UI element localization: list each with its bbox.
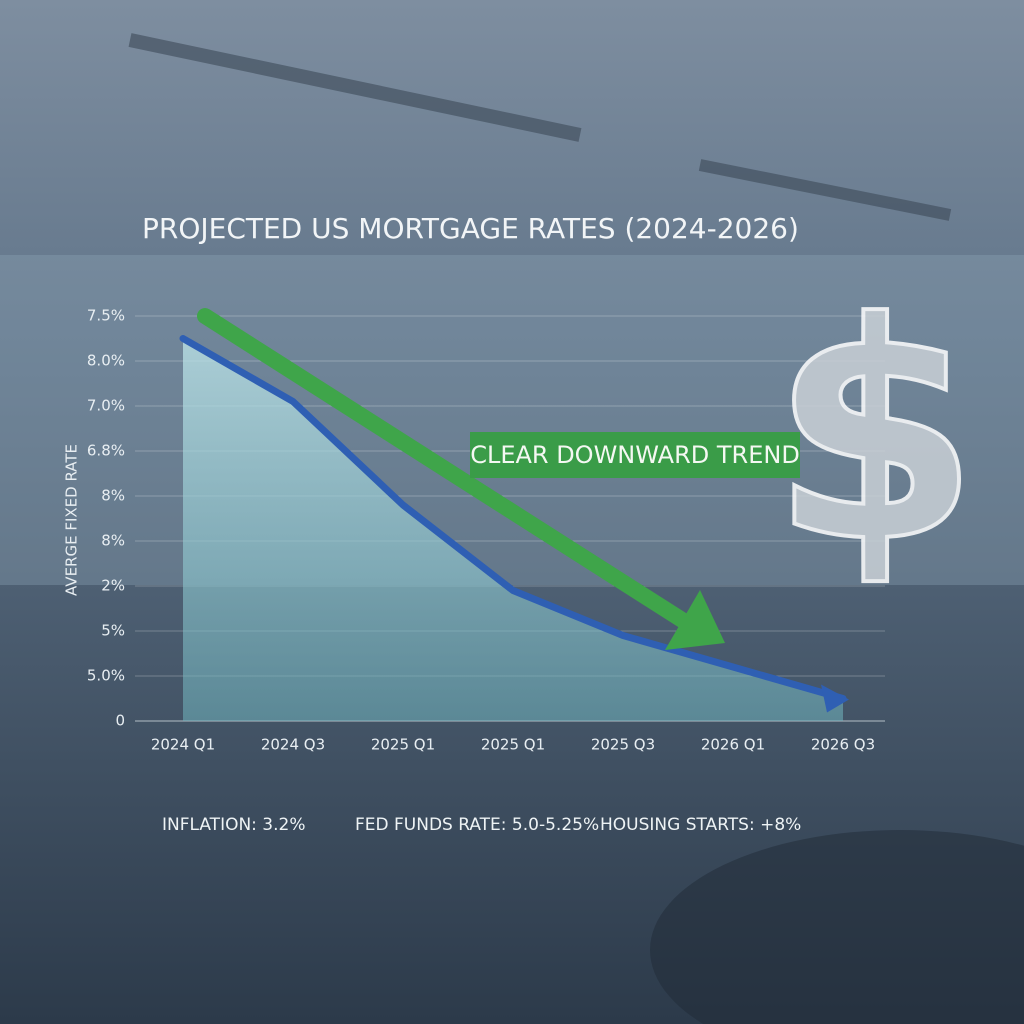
y-tick-label: 8% <box>101 532 125 550</box>
y-tick-label: 7.0% <box>87 397 125 415</box>
y-tick-label: 5.0% <box>87 667 125 685</box>
x-tick-label: 2026 Q3 <box>811 736 875 754</box>
x-tick-label: 2024 Q1 <box>151 736 215 754</box>
y-axis-title: AVERGE FIXED RATE <box>63 444 81 596</box>
area <box>183 338 843 721</box>
furniture <box>650 830 1024 1024</box>
y-tick-label: 8% <box>101 487 125 505</box>
chart-title: PROJECTED US MORTGAGE RATES (2024-2026) <box>142 212 799 245</box>
y-tick-label: 7.5% <box>87 307 125 325</box>
indicator: INFLATION: 3.2% <box>162 815 306 835</box>
plot: 0 5.0% 5% 2% 8% 8% 6.8% 7.0% 8.0% 7.5% 2024 Q1 2024… <box>87 307 885 754</box>
ceiling-light <box>698 159 952 221</box>
y-tick-label: 5% <box>101 622 125 640</box>
arrowhead <box>821 684 849 713</box>
x-tick-label: 2025 Q3 <box>591 736 655 754</box>
trend-arrow <box>197 308 698 633</box>
indicator: HOUSING STARTS: +8% <box>600 815 801 835</box>
y-tick-label: 6.8% <box>87 442 125 460</box>
indicator: FED FUNDS RATE: 5.0-5.25% <box>355 815 599 835</box>
x-tick-label: 2026 Q1 <box>701 736 765 754</box>
annotation: CLEAR DOWNWARD TREND <box>470 441 800 469</box>
ceiling-light <box>128 33 582 142</box>
y-tick-label: 0 <box>115 712 125 730</box>
x-tick-label: 2024 Q3 <box>261 736 325 754</box>
window <box>0 255 1024 585</box>
x-tick-label: 2025 Q1 <box>481 736 545 754</box>
annotation-box <box>470 432 800 478</box>
y-tick-label: 2% <box>101 577 125 595</box>
trend-arrowhead <box>665 590 725 650</box>
dollar-icon: $ <box>771 259 980 608</box>
y-tick-label: 8.0% <box>87 352 125 370</box>
x-tick-label: 2025 Q1 <box>371 736 435 754</box>
line <box>179 335 847 702</box>
